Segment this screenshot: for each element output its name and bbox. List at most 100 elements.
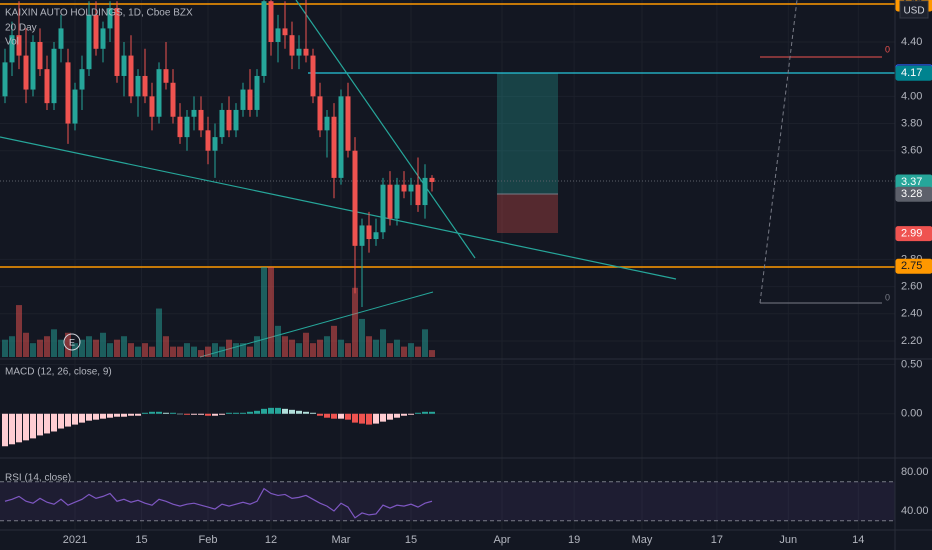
- candle-body: [254, 75, 260, 110]
- volume-bar: [219, 346, 225, 357]
- volume-bar: [415, 346, 421, 357]
- volume-bar: [156, 308, 162, 357]
- price-label: 3.37: [901, 176, 922, 188]
- volume-bar: [380, 329, 386, 357]
- macd-histogram-bar: [303, 411, 309, 414]
- candle-body: [331, 116, 337, 178]
- macd-histogram-bar: [107, 413, 113, 418]
- candle-body: [16, 35, 22, 56]
- candle-body: [37, 41, 43, 70]
- volume-bar: [359, 318, 365, 357]
- price-tick-label: 4.40: [901, 36, 922, 48]
- price-tick-label: 2.40: [901, 308, 922, 320]
- price-label: 3.28: [901, 188, 922, 200]
- macd-histogram-bar: [114, 413, 120, 417]
- macd-histogram-bar: [338, 413, 344, 419]
- grid: [0, 0, 895, 530]
- macd-histogram-bar: [156, 411, 162, 414]
- volume-bar: [58, 339, 64, 357]
- macd-histogram-bar: [100, 413, 106, 419]
- trendline-lower[interactable]: [0, 136, 677, 280]
- macd-histogram-bar: [275, 407, 281, 414]
- macd-histogram-bar: [331, 413, 337, 419]
- trendline-upper[interactable]: [295, 0, 476, 259]
- macd-histogram-bar: [394, 413, 400, 418]
- earnings-marker[interactable]: [63, 333, 81, 351]
- time-tick-label: 12: [265, 534, 277, 546]
- long-stop-zone[interactable]: [497, 194, 558, 233]
- volume-bar: [268, 267, 274, 357]
- candle-body: [163, 69, 169, 83]
- volume-bar: [107, 343, 113, 357]
- macd-histogram-bar: [135, 413, 141, 416]
- time-tick-label: 14: [852, 534, 864, 546]
- volume-bar: [30, 343, 36, 357]
- volume-bar: [212, 343, 218, 357]
- volume-bar: [37, 339, 43, 357]
- volume-bar: [205, 346, 211, 357]
- candle-body: [282, 28, 288, 36]
- macd-histogram-bar: [282, 408, 288, 414]
- volume-bar: [170, 346, 176, 357]
- macd-histogram-bar: [233, 412, 239, 414]
- macd-histogram-bar: [366, 413, 372, 425]
- long-target-zone[interactable]: [497, 73, 558, 194]
- candle-body: [184, 116, 190, 138]
- macd-histogram-bar: [310, 412, 316, 414]
- volume-bar: [254, 336, 260, 357]
- candle-body: [429, 177, 435, 182]
- currency[interactable]: USD: [903, 6, 924, 17]
- candle-body: [268, 1, 274, 42]
- volume-bar: [331, 325, 337, 357]
- candle-body: [303, 48, 309, 56]
- volume-bar: [247, 346, 253, 357]
- earnings-label[interactable]: E: [69, 337, 75, 347]
- candle-body: [359, 225, 365, 246]
- macd-histogram-bar: [93, 413, 99, 420]
- volume-bar: [373, 339, 379, 357]
- price-label-box: [895, 186, 932, 202]
- volume-bar: [394, 339, 400, 357]
- macd-tick-label: 0.50: [901, 358, 922, 370]
- macd-histogram-bar: [345, 413, 351, 420]
- macd-histogram-bar: [317, 413, 323, 416]
- candle-body: [51, 48, 57, 104]
- macd-histogram-bar: [212, 413, 218, 416]
- macd-histogram-bar: [198, 413, 204, 415]
- time-tick-label: Feb: [199, 534, 218, 546]
- volume-bar: [114, 339, 120, 357]
- volume-bar: [142, 343, 148, 357]
- price-label: 4.17: [901, 67, 922, 79]
- volume-bar: [149, 346, 155, 357]
- time-tick-label: Jun: [779, 534, 797, 546]
- volume-bar: [198, 350, 204, 357]
- candle-body: [100, 28, 106, 49]
- candle-body: [198, 109, 204, 131]
- macd-histogram-bar: [170, 412, 176, 414]
- macd-histogram-bar: [79, 413, 85, 423]
- macd-histogram-bar: [380, 413, 386, 422]
- macd-title: MACD (12, 26, close, 9): [5, 367, 112, 378]
- candle-body: [226, 109, 232, 131]
- macd-histogram-bar: [401, 413, 407, 416]
- macd-histogram-bar: [86, 413, 92, 421]
- rsi-tick-label: 80.00: [901, 466, 929, 478]
- fib-diagonal[interactable]: [759, 0, 798, 304]
- volume-bar: [128, 343, 134, 357]
- macd-histogram-bar: [30, 413, 36, 439]
- volume-bar: [23, 332, 29, 357]
- volume-bar: [93, 339, 99, 357]
- macd-tick-label: 0.00: [901, 408, 922, 420]
- time-tick-label: 2021: [63, 534, 87, 546]
- candle-body: [58, 28, 64, 49]
- currency-box[interactable]: [899, 0, 929, 19]
- time-tick-label: 19: [568, 534, 580, 546]
- volume-bar: [303, 332, 309, 357]
- rsi-band: [0, 481, 895, 521]
- volume-bar: [338, 339, 344, 357]
- macd-histogram-bar: [44, 413, 50, 434]
- macd-histogram-bar: [324, 413, 330, 418]
- candle-body: [191, 109, 197, 117]
